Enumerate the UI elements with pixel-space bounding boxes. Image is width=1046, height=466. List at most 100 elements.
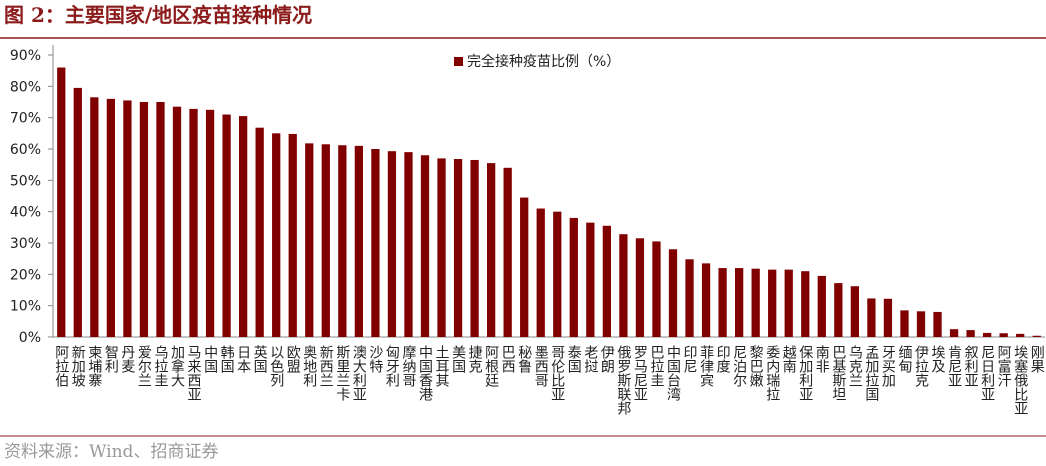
x-tick-label: 阿根廷 bbox=[483, 345, 499, 387]
bar bbox=[1016, 333, 1025, 337]
bar bbox=[801, 271, 810, 337]
x-tick-label: 韩国 bbox=[219, 345, 235, 373]
x-tick-label: 泰国 bbox=[566, 345, 582, 373]
bar bbox=[404, 152, 413, 337]
x-tick-label: 马来西亚 bbox=[186, 345, 202, 401]
bar bbox=[272, 133, 281, 337]
x-tick-label: 乌拉圭 bbox=[152, 345, 168, 387]
x-tick-label: 沙特 bbox=[367, 345, 383, 373]
x-tick-label: 新西兰 bbox=[318, 345, 334, 387]
bar bbox=[735, 268, 744, 337]
y-tick-label: 70% bbox=[10, 111, 41, 127]
x-tick-label: 英国 bbox=[252, 344, 268, 373]
bar bbox=[288, 133, 297, 337]
bar bbox=[172, 106, 182, 337]
x-tick-label: 伊拉克 bbox=[913, 345, 929, 388]
bar bbox=[635, 238, 645, 337]
x-tick-label: 斯里兰卡 bbox=[334, 345, 350, 401]
x-tick-label: 缅甸 bbox=[896, 345, 912, 374]
x-tick-label: 巴拉圭 bbox=[648, 345, 664, 387]
bar bbox=[321, 144, 330, 337]
bar bbox=[437, 158, 446, 337]
x-tick-label: 越南 bbox=[781, 345, 797, 373]
x-tick-label: 智利 bbox=[103, 345, 119, 373]
bar bbox=[305, 143, 314, 337]
x-tick-label: 日本 bbox=[235, 345, 251, 373]
x-tick-label: 叙利亚 bbox=[963, 344, 979, 387]
x-tick-label: 中国台湾 bbox=[665, 345, 681, 401]
bar bbox=[139, 102, 149, 337]
bar bbox=[586, 222, 595, 337]
bar bbox=[916, 311, 926, 337]
bar bbox=[867, 298, 876, 337]
x-tick-label: 尼泊尔 bbox=[731, 345, 747, 387]
x-tick-label: 委内瑞拉 bbox=[764, 345, 780, 401]
legend-swatch bbox=[454, 57, 463, 66]
x-tick-label: 保加利亚 bbox=[797, 345, 813, 401]
bar bbox=[817, 275, 826, 337]
x-tick-label: 巴西 bbox=[500, 345, 516, 373]
bar bbox=[933, 311, 942, 337]
x-tick-label: 以色列 bbox=[268, 345, 284, 388]
x-tick-label: 埃塞俄比亚 bbox=[1012, 345, 1028, 415]
y-tick-label: 40% bbox=[10, 205, 41, 221]
y-tick-label: 0% bbox=[19, 330, 41, 346]
chart-title: 图 2：主要国家/地区疫苗接种情况 bbox=[4, 3, 312, 27]
bar bbox=[966, 330, 975, 337]
legend-label: 完全接种疫苗比例（%） bbox=[467, 53, 620, 70]
bar bbox=[685, 259, 694, 337]
source: 资料来源：Wind、招商证券 bbox=[4, 442, 218, 462]
x-tick-label: 印尼 bbox=[682, 345, 698, 373]
x-tick-label: 中国 bbox=[202, 345, 218, 373]
x-tick-label: 中国香港 bbox=[417, 345, 433, 401]
y-tick-label: 80% bbox=[10, 79, 41, 95]
bar bbox=[420, 155, 430, 337]
bar bbox=[949, 329, 959, 337]
x-tick-label: 老挝 bbox=[582, 345, 598, 373]
bar bbox=[487, 163, 496, 337]
bar bbox=[255, 127, 264, 338]
bar bbox=[106, 98, 115, 337]
bar bbox=[619, 234, 628, 337]
y-tick-label: 10% bbox=[10, 299, 41, 315]
x-tick-label: 欧盟 bbox=[285, 345, 301, 373]
bar bbox=[57, 67, 66, 338]
bar bbox=[239, 116, 248, 337]
bar bbox=[503, 167, 512, 337]
bar bbox=[536, 208, 545, 337]
x-tick-label: 孟加拉国 bbox=[863, 345, 879, 401]
bar bbox=[553, 211, 562, 337]
x-tick-label: 罗马尼亚 bbox=[632, 345, 648, 401]
bar bbox=[850, 286, 859, 337]
bar bbox=[371, 149, 380, 337]
bar bbox=[453, 159, 463, 337]
x-tick-label: 美国 bbox=[450, 345, 466, 373]
bar bbox=[768, 269, 777, 337]
bar bbox=[883, 298, 893, 337]
x-tick-label: 捷克 bbox=[467, 345, 483, 374]
x-tick-label: 柬埔寨 bbox=[86, 345, 102, 387]
x-tick-label: 阿富汗 bbox=[996, 345, 1012, 387]
x-tick-label: 尼日利亚 bbox=[979, 345, 995, 401]
bar bbox=[470, 159, 479, 337]
bar bbox=[834, 283, 843, 337]
y-tick-label: 60% bbox=[10, 142, 41, 158]
bar bbox=[189, 108, 198, 337]
x-tick-label: 哥伦比亚 bbox=[549, 345, 565, 401]
bar bbox=[354, 145, 363, 337]
x-tick-label: 匈牙利 bbox=[384, 345, 400, 387]
bar bbox=[999, 333, 1008, 337]
x-tick-label: 秘鲁 bbox=[516, 345, 532, 373]
bar bbox=[387, 151, 397, 337]
x-tick-label: 墨西哥 bbox=[533, 345, 549, 387]
bar bbox=[222, 114, 231, 338]
x-tick-label: 刚果 bbox=[1029, 345, 1045, 373]
x-tick-label: 巴基斯坦 bbox=[830, 345, 846, 401]
y-tick-label: 20% bbox=[10, 267, 41, 283]
y-tick-label: 50% bbox=[10, 173, 41, 189]
x-tick-label: 肯尼亚 bbox=[946, 345, 962, 387]
x-tick-label: 南非 bbox=[814, 345, 830, 373]
x-tick-label: 奥地利 bbox=[301, 344, 317, 387]
y-tick-label: 30% bbox=[10, 236, 41, 252]
